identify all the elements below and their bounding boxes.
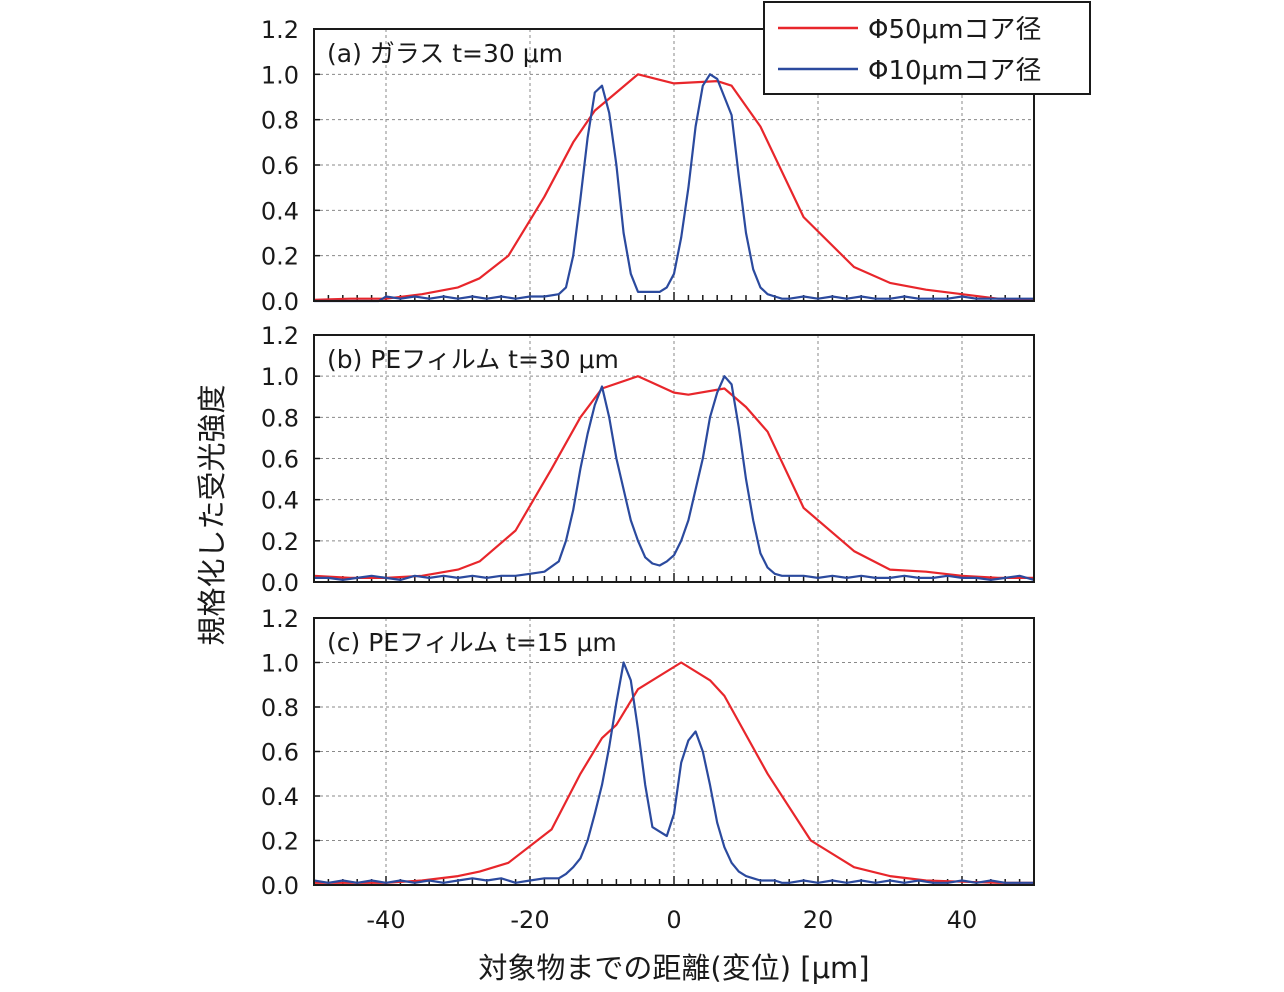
y-axis-title: 規格化した受光強度 (195, 384, 229, 645)
series-50um-core-line (313, 73, 1035, 301)
y-tick-label: 1.0 (261, 61, 299, 89)
panel-2: 0.0 0.2 0.4 0.6 0.8 1.0 1.2 (b) PEフィルム t=30 μm (261, 322, 1035, 597)
y-tick-label: 1.2 (261, 16, 299, 44)
y-tick-label: 0.2 (261, 528, 299, 556)
legend: Φ50μmコア径 Φ10μmコア径 (763, 1, 1091, 95)
y-tick-label: 0.2 (261, 828, 299, 856)
y-tick-label: 0.8 (261, 107, 299, 135)
y-tick-label: 0.4 (261, 197, 299, 225)
x-tick-label: 0 (666, 906, 681, 934)
y-tick-label: 0.4 (261, 783, 299, 811)
panel-3: 0.0 0.2 0.4 0.6 0.8 1.0 1.2 (c) PEフィルム t=15 μm (261, 605, 1035, 900)
panels-layer: 0.00.20.40.60.81.01.2(a) ガラス t=30 μm0.00… (261, 16, 1035, 900)
y-tick-label: 1.0 (261, 363, 299, 391)
y-tick-label: 0.8 (261, 694, 299, 722)
series-50um-core-line (313, 375, 1034, 580)
x-tick-label: 40 (947, 906, 978, 934)
y-tick-label: 1.2 (261, 605, 299, 633)
y-tick-label: 0.6 (261, 739, 299, 767)
legend-box (763, 1, 1091, 95)
x-tick-label: -40 (366, 906, 405, 934)
plot-frame (313, 28, 1035, 302)
y-tick-label: 0.2 (261, 243, 299, 271)
panel-label: (a) ガラス t=30 μm (327, 39, 563, 68)
y-tick-label: 0.6 (261, 446, 299, 474)
legend-label: Φ50μmコア径 (868, 15, 1041, 45)
y-tick-label: 0.6 (261, 152, 299, 180)
panel-label: (c) PEフィルム t=15 μm (327, 628, 617, 657)
panel-label: (b) PEフィルム t=30 μm (327, 345, 619, 374)
y-tick-label: 0.8 (261, 404, 299, 432)
panel-1: 0.0 0.2 0.4 0.6 0.8 1.0 1.2 (a) ガラス t=30 μm (261, 16, 1035, 316)
y-tick-label: 1.2 (261, 322, 299, 350)
plot-frame (313, 334, 1035, 583)
series-10um-core-line (314, 375, 1035, 582)
y-tick-label: 0.0 (261, 288, 299, 316)
x-tick-label: 20 (803, 906, 834, 934)
y-tick-label: 0.0 (261, 569, 299, 597)
series-50um-core-line (314, 661, 1034, 884)
x-axis-title: 対象物までの距離(変位) [μm] (478, 951, 869, 985)
y-tick-label: 1.0 (261, 650, 299, 678)
y-tick-label: 0.4 (261, 487, 299, 515)
y-tick-label: 0.0 (261, 872, 299, 900)
plot-frame (313, 617, 1035, 886)
x-axis: -40 -20 0 20 40 (366, 906, 977, 934)
legend-label: Φ10μmコア径 (868, 56, 1041, 86)
series-10um-core-line (314, 73, 1034, 303)
x-tick-label: -20 (510, 906, 549, 934)
series-10um-core-line (313, 661, 1034, 884)
